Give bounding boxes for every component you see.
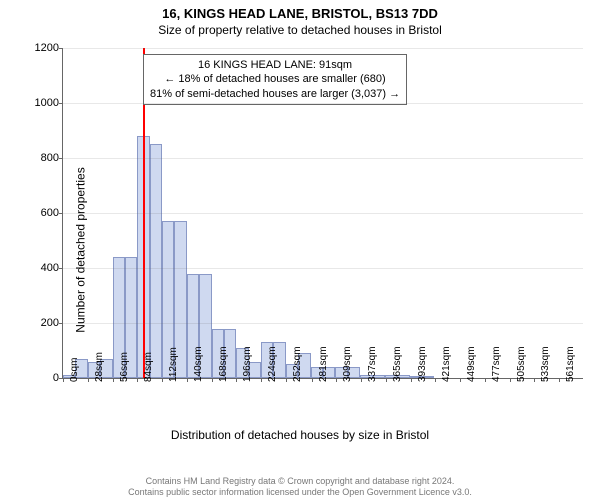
xtick-mark: [411, 378, 412, 382]
xtick-mark: [137, 378, 138, 382]
plot-area: 16 KINGS HEAD LANE: 91sqm ← 18% of detac…: [62, 48, 583, 379]
xtick-mark: [212, 378, 213, 382]
ytick-label: 400: [41, 262, 63, 274]
chart-title: 16, KINGS HEAD LANE, BRISTOL, BS13 7DD: [0, 0, 600, 21]
ytick-label: 600: [41, 207, 63, 219]
xtick-mark: [312, 378, 313, 382]
xtick-mark: [63, 378, 64, 382]
xtick-label: 309sqm: [342, 346, 353, 382]
grid-line: [63, 268, 583, 269]
xtick-mark: [510, 378, 511, 382]
xtick-label: 533sqm: [540, 346, 551, 382]
xtick-label: 505sqm: [516, 346, 527, 382]
xtick-mark: [361, 378, 362, 382]
annotation-box: 16 KINGS HEAD LANE: 91sqm ← 18% of detac…: [143, 54, 407, 105]
xtick-label: 0sqm: [69, 358, 80, 382]
annotation-line-1: 16 KINGS HEAD LANE: 91sqm: [150, 58, 400, 72]
chart-container: Number of detached properties 16 KINGS H…: [0, 40, 600, 460]
xtick-mark: [261, 378, 262, 382]
xtick-mark: [113, 378, 114, 382]
xtick-mark: [162, 378, 163, 382]
xtick-label: 168sqm: [218, 346, 229, 382]
xtick-label: 449sqm: [466, 346, 477, 382]
ytick-label: 800: [41, 152, 63, 164]
xtick-label: 477sqm: [491, 346, 502, 382]
xtick-label: 196sqm: [242, 346, 253, 382]
xtick-label: 140sqm: [193, 346, 204, 382]
xtick-mark: [336, 378, 337, 382]
xtick-label: 337sqm: [367, 346, 378, 382]
xtick-mark: [534, 378, 535, 382]
xtick-label: 365sqm: [392, 346, 403, 382]
xtick-label: 281sqm: [318, 346, 329, 382]
footer-attribution: Contains HM Land Registry data © Crown c…: [0, 476, 600, 498]
chart-subtitle: Size of property relative to detached ho…: [0, 21, 600, 37]
xtick-mark: [559, 378, 560, 382]
xtick-label: 421sqm: [441, 346, 452, 382]
xtick-label: 112sqm: [168, 347, 179, 382]
xtick-mark: [485, 378, 486, 382]
footer-line-2: Contains public sector information licen…: [0, 487, 600, 498]
xtick-label: 393sqm: [417, 346, 428, 382]
grid-line: [63, 158, 583, 159]
annotation-line-2: ← 18% of detached houses are smaller (68…: [150, 72, 400, 86]
ytick-label: 0: [53, 372, 63, 384]
ytick-label: 1000: [35, 97, 63, 109]
annotation-line-3: 81% of semi-detached houses are larger (…: [150, 87, 400, 101]
xtick-mark: [386, 378, 387, 382]
ytick-label: 200: [41, 317, 63, 329]
xtick-label: 28sqm: [94, 352, 105, 382]
footer-line-1: Contains HM Land Registry data © Crown c…: [0, 476, 600, 487]
x-axis-label: Distribution of detached houses by size …: [0, 428, 600, 442]
xtick-label: 84sqm: [143, 352, 154, 382]
xtick-mark: [88, 378, 89, 382]
ytick-label: 1200: [35, 42, 63, 54]
xtick-label: 224sqm: [267, 346, 278, 382]
grid-line: [63, 48, 583, 49]
xtick-mark: [435, 378, 436, 382]
xtick-mark: [460, 378, 461, 382]
xtick-label: 56sqm: [119, 352, 130, 382]
grid-line: [63, 213, 583, 214]
xtick-mark: [187, 378, 188, 382]
grid-line: [63, 323, 583, 324]
xtick-label: 561sqm: [565, 346, 576, 382]
histogram-bar: [150, 144, 162, 378]
xtick-mark: [236, 378, 237, 382]
xtick-label: 252sqm: [292, 346, 303, 382]
grid-line: [63, 103, 583, 104]
xtick-mark: [286, 378, 287, 382]
